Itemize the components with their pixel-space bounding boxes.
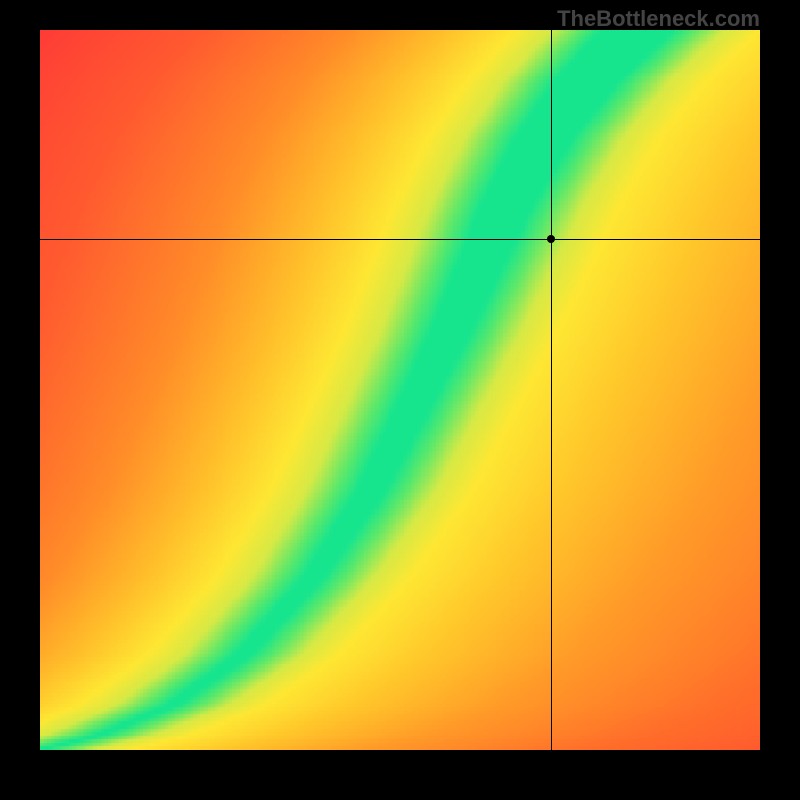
watermark-text: TheBottleneck.com bbox=[557, 6, 760, 32]
chart-container: TheBottleneck.com bbox=[0, 0, 800, 800]
bottleneck-heatmap bbox=[40, 30, 760, 750]
crosshair-point bbox=[547, 235, 555, 243]
crosshair-horizontal bbox=[40, 239, 760, 240]
crosshair-vertical bbox=[551, 30, 552, 750]
